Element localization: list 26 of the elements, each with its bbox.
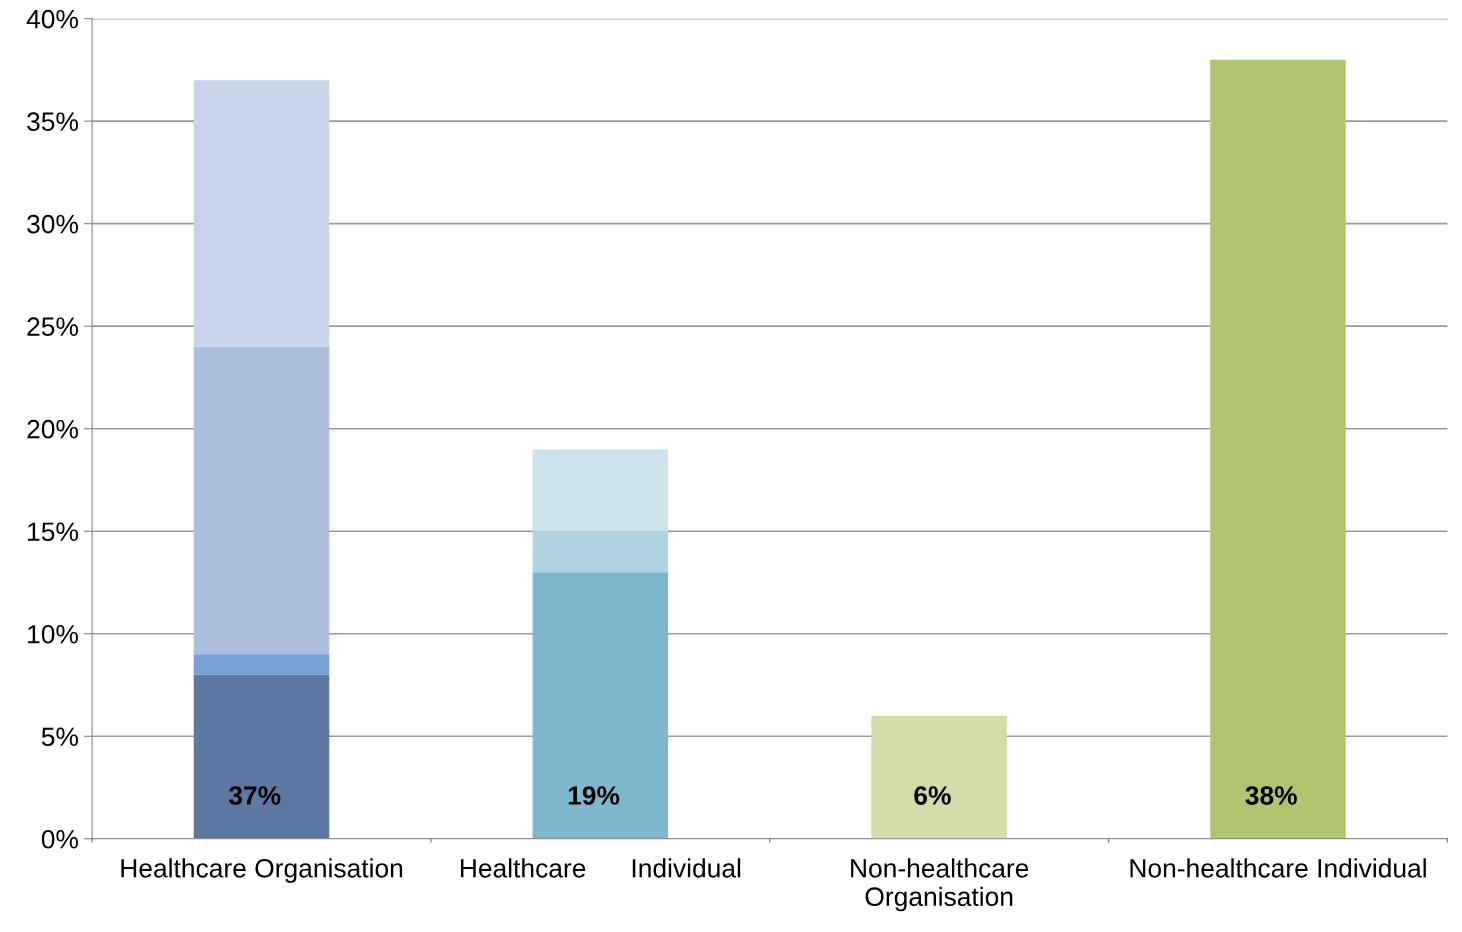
y-tick-label: 0% [41, 829, 78, 849]
bar [532, 449, 669, 532]
total-label: 19% [568, 786, 620, 805]
bar [193, 674, 330, 839]
y-tick-label: 40% [26, 9, 78, 29]
y-tick-label: 35% [27, 112, 78, 131]
y-tick-label: 15% [28, 522, 78, 542]
bar [1210, 59, 1346, 839]
y-tick-label: 25% [27, 317, 78, 337]
bar [193, 654, 330, 675]
total-label: 6% [914, 786, 951, 805]
bar [193, 80, 330, 347]
bar [193, 346, 330, 655]
y-tick-label: 30% [27, 214, 78, 234]
x-tick-label: Non-healthcare Individual [1130, 858, 1426, 878]
bar [532, 572, 669, 839]
x-tick-label: Non-healthcare Organisation [851, 858, 1029, 912]
x-tick-label: Healthcare Individual [460, 858, 741, 878]
total-label: 37% [228, 786, 281, 805]
x-tick-label: Healthcare Organisation [121, 858, 403, 883]
y-tick-label: 5% [41, 727, 78, 747]
total-label: 38% [1245, 786, 1297, 805]
y-tick-label: 10% [28, 624, 78, 644]
bar [532, 531, 669, 573]
y-tick-label: 20% [27, 419, 78, 439]
bar [871, 715, 1007, 839]
